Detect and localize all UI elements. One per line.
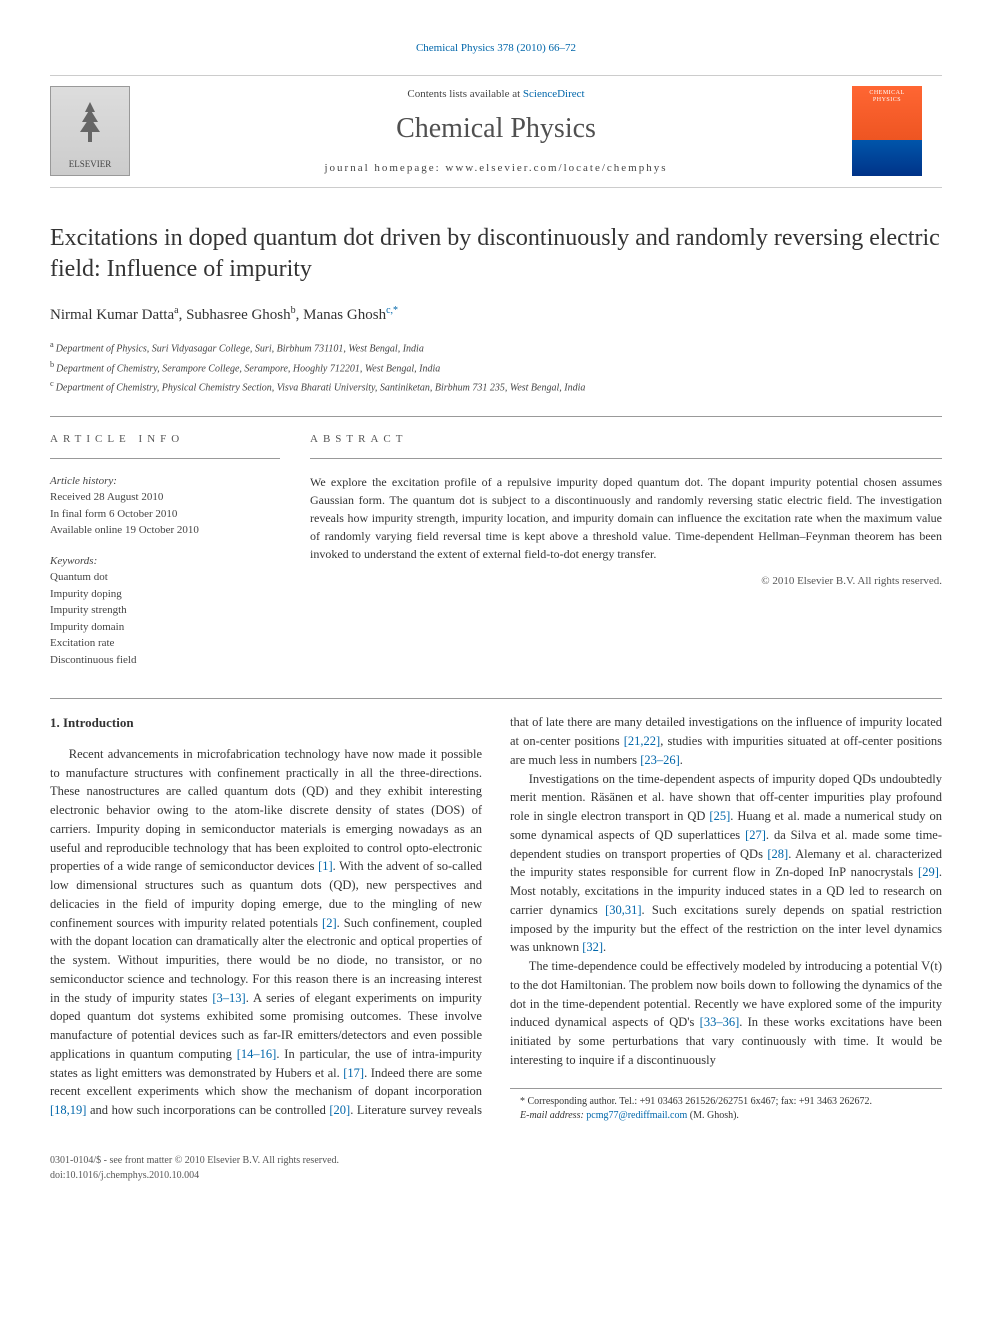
ref-link[interactable]: [14–16]: [237, 1047, 277, 1061]
keyword: Impurity doping: [50, 586, 280, 603]
abstract-heading: ABSTRACT: [310, 431, 942, 448]
article-info-heading: ARTICLE INFO: [50, 431, 280, 448]
doi-line: doi:10.1016/j.chemphys.2010.10.004: [50, 1168, 942, 1183]
author: Manas Ghoshc,*: [303, 307, 398, 323]
keyword: Excitation rate: [50, 635, 280, 652]
divider: [50, 698, 942, 699]
article-info-block: ARTICLE INFO Article history: Received 2…: [50, 431, 280, 668]
affiliations-block: aDepartment of Physics, Suri Vidyasagar …: [50, 338, 942, 396]
elsevier-tree-icon: [70, 87, 110, 158]
ref-link[interactable]: [23–26]: [640, 753, 680, 767]
abstract-block: ABSTRACT We explore the excitation profi…: [310, 431, 942, 668]
ref-link[interactable]: [20]: [329, 1103, 350, 1117]
ref-link[interactable]: [3–13]: [212, 991, 245, 1005]
citation-link[interactable]: Chemical Physics 378 (2010) 66–72: [416, 42, 576, 54]
front-matter-line: 0301-0104/$ - see front matter © 2010 El…: [50, 1153, 942, 1168]
intro-heading: 1. Introduction: [50, 713, 482, 733]
footer-block: 0301-0104/$ - see front matter © 2010 El…: [50, 1153, 942, 1183]
footnote-block: * Corresponding author. Tel.: +91 03463 …: [510, 1088, 942, 1123]
ref-link[interactable]: [1]: [318, 859, 333, 873]
authors-line: Nirmal Kumar Dattaa, Subhasree Ghoshb, M…: [50, 303, 942, 327]
ref-link[interactable]: [27]: [745, 828, 766, 842]
affiliation: Department of Chemistry, Physical Chemis…: [56, 382, 586, 393]
keywords-label: Keywords:: [50, 553, 280, 570]
history-label: Article history:: [50, 473, 280, 490]
ref-link[interactable]: [30,31]: [605, 903, 641, 917]
ref-link[interactable]: [25]: [709, 809, 730, 823]
ref-link[interactable]: [21,22]: [624, 734, 660, 748]
journal-name: Chemical Physics: [140, 108, 852, 150]
contents-available-line: Contents lists available at ScienceDirec…: [140, 86, 852, 103]
publisher-logo: ELSEVIER: [50, 86, 140, 176]
divider: [50, 458, 280, 459]
divider: [310, 458, 942, 459]
ref-link[interactable]: [28]: [767, 847, 788, 861]
keyword: Impurity strength: [50, 602, 280, 619]
affiliation: Department of Chemistry, Serampore Colle…: [56, 363, 440, 374]
author: Nirmal Kumar Dattaa: [50, 307, 179, 323]
ref-link[interactable]: [2]: [322, 916, 337, 930]
keyword: Discontinuous field: [50, 652, 280, 669]
email-link[interactable]: pcmg77@rediffmail.com: [586, 1110, 687, 1121]
affiliation: Department of Physics, Suri Vidyasagar C…: [56, 344, 424, 355]
email-line: E-mail address: pcmg77@rediffmail.com (M…: [510, 1109, 942, 1123]
author: Subhasree Ghoshb: [186, 307, 296, 323]
ref-link[interactable]: [29]: [918, 865, 939, 879]
journal-banner: ELSEVIER Contents lists available at Sci…: [50, 75, 942, 188]
body-text: 1. Introduction Recent advancements in m…: [50, 713, 942, 1122]
journal-homepage-line: journal homepage: www.elsevier.com/locat…: [140, 160, 852, 177]
history-lines: Received 28 August 2010 In final form 6 …: [50, 489, 280, 539]
publisher-name: ELSEVIER: [69, 158, 112, 172]
ref-link[interactable]: [17]: [343, 1066, 364, 1080]
ref-link[interactable]: [33–36]: [700, 1015, 740, 1029]
abstract-text: We explore the excitation profile of a r…: [310, 473, 942, 563]
cover-title-bottom: PHYSICS: [873, 97, 901, 104]
cover-title-top: CHEMICAL: [869, 90, 904, 97]
header-citation: Chemical Physics 378 (2010) 66–72: [50, 40, 942, 57]
journal-cover: CHEMICAL PHYSICS: [852, 86, 942, 176]
sciencedirect-link[interactable]: ScienceDirect: [523, 88, 585, 100]
ref-link[interactable]: [18,19]: [50, 1103, 86, 1117]
corresponding-author-note: * Corresponding author. Tel.: +91 03463 …: [510, 1095, 942, 1109]
divider: [50, 416, 942, 417]
history-item: Received 28 August 2010: [50, 489, 280, 506]
keyword: Impurity domain: [50, 619, 280, 636]
abstract-copyright: © 2010 Elsevier B.V. All rights reserved…: [310, 573, 942, 590]
ref-link[interactable]: [32]: [582, 940, 603, 954]
keywords-lines: Quantum dot Impurity doping Impurity str…: [50, 569, 280, 668]
paper-title: Excitations in doped quantum dot driven …: [50, 223, 942, 285]
corresponding-author-link[interactable]: c,*: [386, 305, 398, 316]
history-item: In final form 6 October 2010: [50, 506, 280, 523]
history-item: Available online 19 October 2010: [50, 522, 280, 539]
keyword: Quantum dot: [50, 569, 280, 586]
